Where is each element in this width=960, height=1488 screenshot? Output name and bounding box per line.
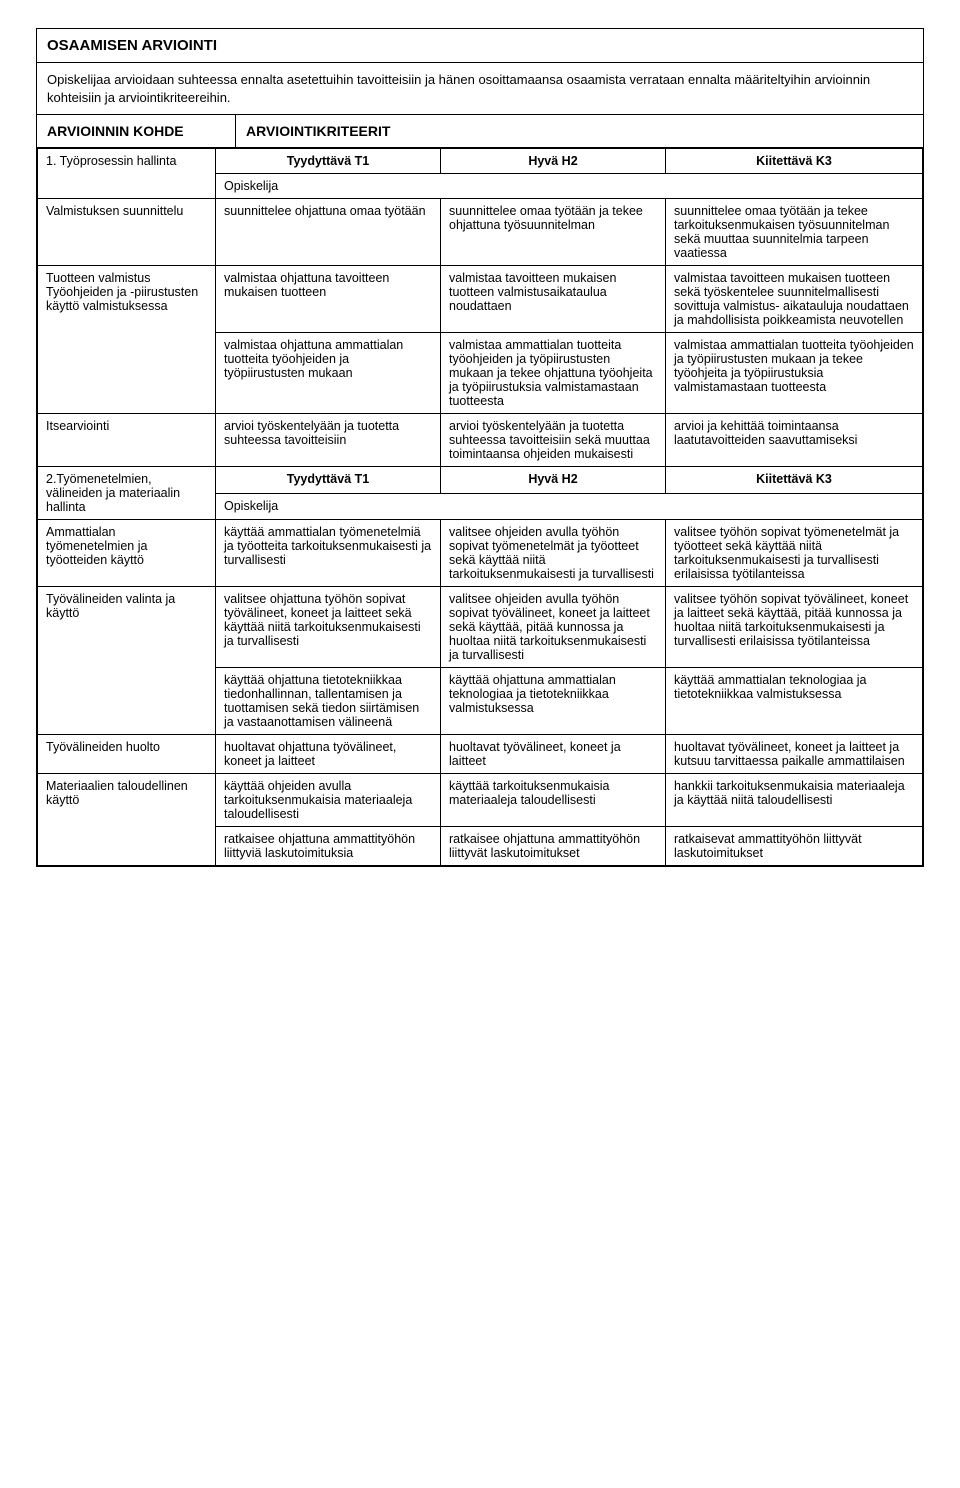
main-container: OSAAMISEN ARVIOINTI Opiskelijaa arvioida… [36,28,924,867]
section1-header: 1. Työprosessin hallinta [38,149,216,199]
row-label: Tuotteen valmistus Työohjeiden ja -piiru… [38,266,216,414]
opiskelija-label: Opiskelija [216,493,923,520]
cell-t1: arvioi työskentelyään ja tuotetta suhtee… [216,414,441,467]
table-row: Työvälineiden huolto huoltavat ohjattuna… [38,735,923,774]
cell-k3: valmistaa ammattialan tuotteita työohjei… [666,333,923,414]
cell-k3: valitsee työhön sopivat työvälineet, kon… [666,587,923,668]
cell-k3: arvioi ja kehittää toimin­taansa laatuta… [666,414,923,467]
kohde-row: ARVIOINNIN KOHDE ARVIOINTIKRITEERIT [37,115,923,148]
table-row: Työvälineiden valinta ja käyttö valitsee… [38,587,923,668]
table-row: Tuotteen valmistus Työohjeiden ja -piiru… [38,266,923,333]
criteria-table-1: 1. Työprosessin hallinta Tyydyttävä T1 H… [37,148,923,866]
row-label: Työvälineiden huolto [38,735,216,774]
row-label: Ammattialan työmenetelmien ja työotteide… [38,520,216,587]
cell-h2: arvioi työskentelyään ja tuotetta suhtee… [441,414,666,467]
cell-k3: hankkii tarkoituksenmukaisia materiaalej… [666,774,923,827]
grade-h2: Hyvä H2 [441,149,666,174]
section2-header: 2.Työmenetelmien, välineiden ja materiaa… [38,467,216,520]
row-label: Materiaalien taloudellinen käyttö [38,774,216,866]
cell-k3: valmistaa tavoitteen mukaisen tuotteen s… [666,266,923,333]
table-row: Itsearviointi arvioi työskentelyään ja t… [38,414,923,467]
table-row: Materiaalien taloudellinen käyttö käyttä… [38,774,923,827]
intro-text: Opiskelijaa arvioidaan suhteessa ennalta… [47,71,913,106]
table-row: Ammattialan työmenetelmien ja työotteide… [38,520,923,587]
cell-t1: valmistaa ohjattuna am­mattialan tuottei… [216,333,441,414]
cell-h2: valitsee ohjeiden avulla työhön sopivat … [441,587,666,668]
cell-h2: käyttää ohjattuna ammattialan teknologia… [441,668,666,735]
cell-k3: valitsee työhön sopivat työmenetelmät ja… [666,520,923,587]
cell-t1: huoltavat ohjattuna työvälineet, koneet … [216,735,441,774]
cell-t1: ratkaisee ohjattuna ammattityöhön liitty… [216,827,441,866]
cell-h2: valmistaa ammattialan tuotteita työohjei… [441,333,666,414]
intro-section: Opiskelijaa arvioidaan suhteessa ennalta… [37,63,923,115]
cell-h2: ratkaisee ohjattuna ammattityöhön liitty… [441,827,666,866]
row-label: Itsearviointi [38,414,216,467]
opiskelija-label: Opiskelija [216,174,923,199]
cell-k3: suunnittelee omaa työtään ja tekee tarko… [666,199,923,266]
cell-h2: käyttää tarkoituksenmukaisia materiaalej… [441,774,666,827]
grade-k3: Kiitettävä K3 [666,467,923,494]
title-section: OSAAMISEN ARVIOINTI [37,29,923,63]
grade-t1: Tyydyttävä T1 [216,467,441,494]
cell-t1: käyttää ohjattuna tieto­tekniikkaa tiedo… [216,668,441,735]
cell-k3: huoltavat työvälineet, koneet ja laittee… [666,735,923,774]
cell-t1: käyttää ammattialan työmenetelmiä ja työ… [216,520,441,587]
kriteerit-label: ARVIOINTIKRITEERIT [236,115,923,147]
cell-k3: käyttää ammattialan teknologiaa ja tieto… [666,668,923,735]
grade-k3: Kiitettävä K3 [666,149,923,174]
table-row: Valmistuksen suunnittelu suunnittelee oh… [38,199,923,266]
cell-h2: valitsee ohjeiden avulla työhön sopivat … [441,520,666,587]
cell-k3: ratkaisevat ammattityöhön liittyvät lask… [666,827,923,866]
cell-h2: valmistaa tavoitteen mukaisen tuotteen v… [441,266,666,333]
section1-header-row: 1. Työprosessin hallinta Tyydyttävä T1 H… [38,149,923,174]
row-label: Valmistuksen suunnittelu [38,199,216,266]
cell-h2: huoltavat työvälineet, koneet ja laittee… [441,735,666,774]
cell-t1: käyttää ohjeiden avulla tarkoituksenmuka… [216,774,441,827]
cell-t1: valitsee ohjattuna työhön sopivat työväl… [216,587,441,668]
cell-t1: suunnittelee ohjattuna omaa työtään [216,199,441,266]
kohde-label: ARVIOINNIN KOHDE [37,115,236,147]
section2-header-row: 2.Työmenetelmien, välineiden ja materiaa… [38,467,923,494]
grade-h2: Hyvä H2 [441,467,666,494]
page-title: OSAAMISEN ARVIOINTI [47,37,913,54]
cell-h2: suunnittelee omaa työtään ja tekee ohjat… [441,199,666,266]
row-label: Työvälineiden valinta ja käyttö [38,587,216,735]
cell-t1: valmistaa ohjattuna tavoitteen mukaisen … [216,266,441,333]
grade-t1: Tyydyttävä T1 [216,149,441,174]
